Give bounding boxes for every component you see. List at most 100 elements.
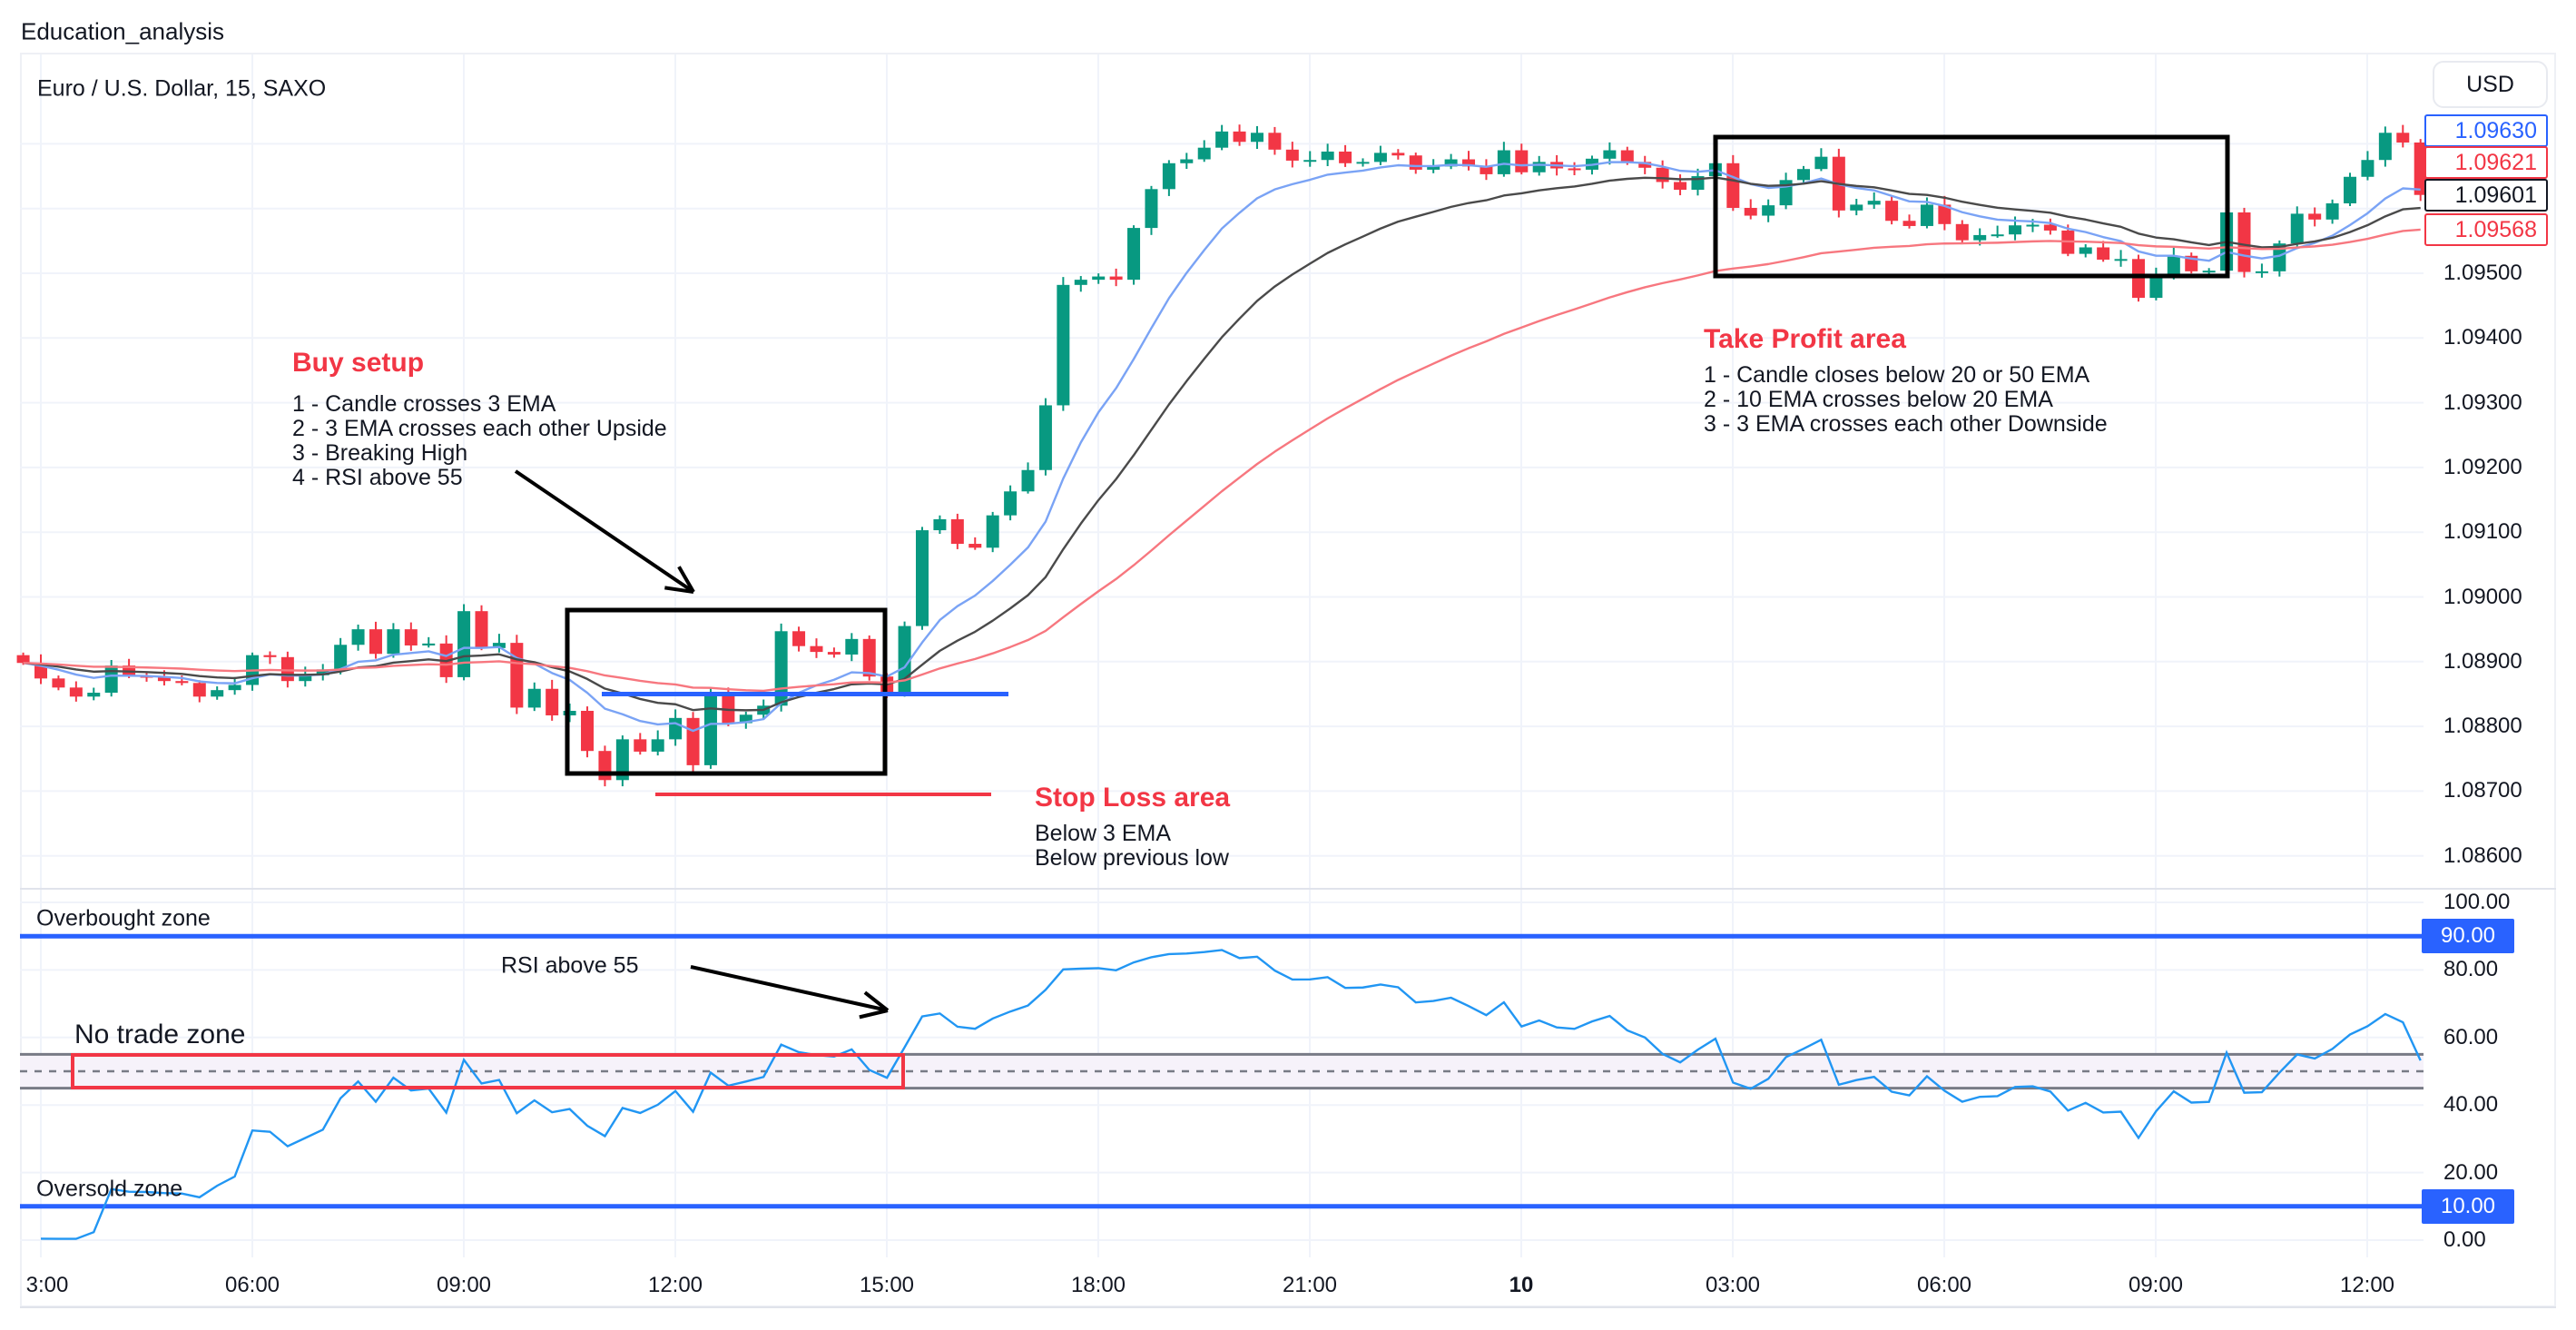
candle-body bbox=[634, 739, 647, 752]
candle-body bbox=[2361, 160, 2374, 177]
candle bbox=[669, 709, 683, 746]
take-profit-title: Take Profit area bbox=[1704, 324, 1906, 354]
buy-setup-item: 4 - RSI above 55 bbox=[292, 465, 463, 490]
candle bbox=[263, 651, 277, 665]
buy-setup-list: 1 - Candle crosses 3 EMA 2 - 3 EMA cross… bbox=[292, 392, 667, 490]
candle bbox=[369, 621, 382, 659]
candle-body bbox=[792, 631, 806, 646]
candle-body bbox=[651, 739, 664, 752]
candle bbox=[192, 680, 206, 703]
candle-body bbox=[2273, 243, 2286, 271]
candle bbox=[1955, 220, 1969, 245]
candle-body bbox=[2079, 247, 2092, 254]
candle bbox=[2149, 267, 2163, 300]
candle bbox=[527, 682, 541, 712]
candle bbox=[1903, 214, 1916, 229]
arrow-head bbox=[664, 586, 694, 594]
candle bbox=[1233, 124, 1246, 146]
candle-body bbox=[1038, 405, 1052, 470]
candle bbox=[581, 706, 595, 758]
candle bbox=[546, 679, 559, 721]
candle-body bbox=[916, 530, 929, 626]
candle bbox=[1867, 192, 1881, 210]
candle bbox=[1004, 485, 1018, 521]
candle bbox=[1515, 143, 1529, 175]
candle bbox=[1850, 199, 1863, 216]
rsi-band-fill bbox=[20, 1054, 2424, 1089]
overbought-zone-label: Overbought zone bbox=[36, 905, 211, 931]
symbol-legend[interactable]: Euro / U.S. Dollar, 15, SAXO bbox=[37, 75, 327, 102]
rsi-note-label: RSI above 55 bbox=[501, 952, 639, 979]
no-trade-zone-label: No trade zone bbox=[74, 1020, 246, 1049]
candle-body bbox=[1356, 162, 1370, 164]
ema-slow-line bbox=[23, 228, 2421, 693]
candle bbox=[228, 676, 241, 695]
candle-body bbox=[263, 655, 277, 657]
candle-body bbox=[316, 669, 329, 675]
candle bbox=[1674, 174, 1687, 196]
candle-body bbox=[1656, 167, 1669, 182]
candle bbox=[2255, 263, 2268, 278]
candle-body bbox=[1480, 166, 1493, 174]
candle-body bbox=[1391, 153, 1405, 156]
arrow-shaft bbox=[690, 965, 889, 1012]
time-axis-label: 12:00 bbox=[2339, 1273, 2395, 1297]
candle bbox=[2396, 124, 2410, 148]
candle-body bbox=[739, 714, 752, 724]
candle bbox=[457, 604, 471, 681]
candle-body bbox=[1145, 189, 1158, 229]
candle-body bbox=[1532, 162, 1546, 172]
candle-body bbox=[1955, 223, 1969, 241]
arrow-head bbox=[859, 1009, 889, 1020]
time-axis-label: 10 bbox=[1509, 1273, 1534, 1297]
candle bbox=[1250, 125, 1263, 149]
candle-body bbox=[2396, 133, 2410, 143]
candle bbox=[2043, 218, 2057, 235]
candle bbox=[422, 636, 436, 648]
candle-body bbox=[986, 515, 999, 548]
candle bbox=[1814, 148, 1828, 172]
candle-body bbox=[563, 710, 576, 715]
candle bbox=[1074, 276, 1087, 292]
candle-body bbox=[1409, 155, 1422, 170]
candle-body bbox=[1109, 276, 1123, 281]
candle-body bbox=[1074, 280, 1087, 285]
candle-body bbox=[1885, 201, 1899, 222]
candle bbox=[651, 730, 664, 756]
candle bbox=[1391, 149, 1405, 160]
candle-body bbox=[933, 518, 947, 531]
arrow-shaft bbox=[514, 469, 695, 594]
oversold-zone-label: Oversold zone bbox=[36, 1176, 183, 1202]
candle-body bbox=[527, 688, 541, 708]
candle bbox=[1162, 160, 1175, 196]
candle-body bbox=[1444, 159, 1458, 167]
time-axis-label: 06:00 bbox=[224, 1273, 280, 1297]
candle bbox=[563, 703, 576, 723]
candle bbox=[739, 711, 752, 729]
candle-body bbox=[827, 652, 841, 655]
candle-body bbox=[2308, 213, 2322, 220]
candle-body bbox=[2344, 176, 2357, 203]
rsi-axis-label: 40.00 bbox=[2443, 1092, 2499, 1118]
candle-body bbox=[299, 675, 312, 682]
candle-body bbox=[422, 643, 436, 645]
candle-body bbox=[1004, 491, 1018, 516]
take-profit-item: 1 - Candle closes below 20 or 50 EMA bbox=[1704, 362, 2090, 388]
buy-setup-item: 1 - Candle crosses 3 EMA bbox=[292, 391, 556, 417]
candle bbox=[475, 605, 488, 651]
take-profit-box bbox=[1713, 134, 2230, 279]
candle bbox=[845, 633, 859, 662]
currency-button[interactable]: USD bbox=[2433, 61, 2548, 108]
candle-body bbox=[669, 717, 683, 740]
candle bbox=[2202, 268, 2216, 275]
candle bbox=[387, 623, 400, 658]
candle-body bbox=[1162, 163, 1175, 190]
rsi-axis-label: 0.00 bbox=[2443, 1227, 2486, 1252]
candle-body bbox=[2325, 202, 2339, 220]
candle bbox=[986, 511, 999, 553]
buy-setup-item: 2 - 3 EMA crosses each other Upside bbox=[292, 416, 667, 441]
stop-loss-item: Below previous low bbox=[1035, 845, 1229, 871]
candle bbox=[1373, 145, 1387, 165]
candle bbox=[316, 664, 329, 681]
